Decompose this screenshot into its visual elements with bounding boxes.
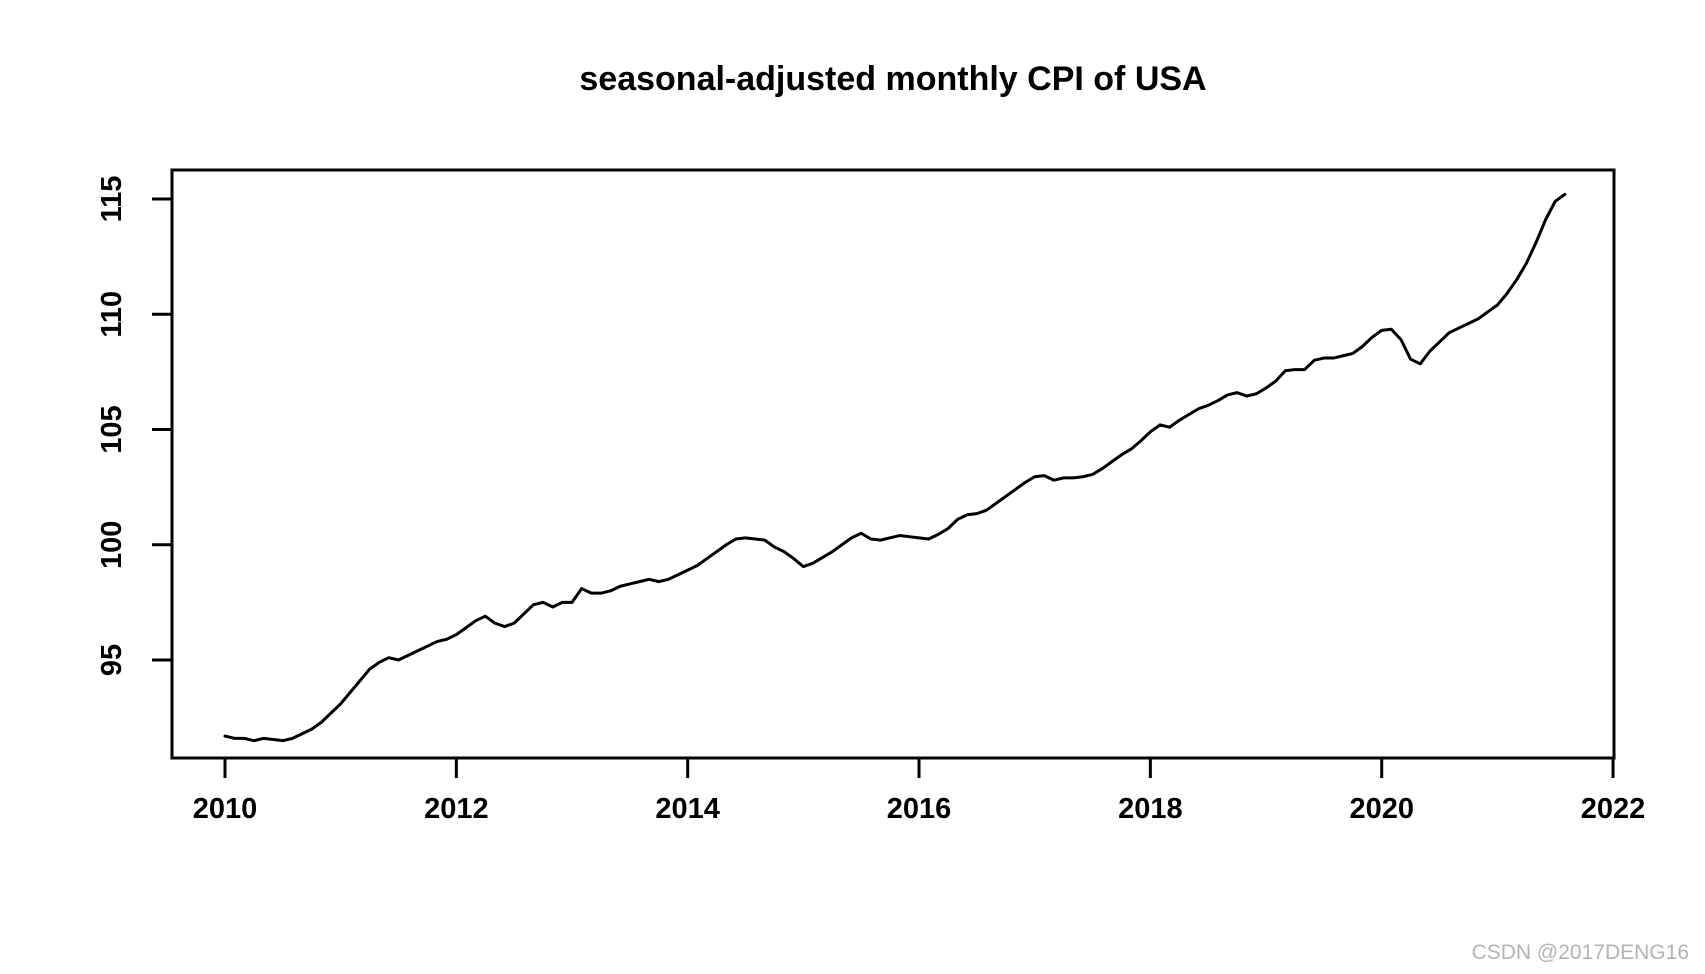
plot-frame bbox=[170, 168, 1616, 760]
y-axis-tick-label: 100 bbox=[96, 521, 128, 569]
x-axis-tick-label: 2014 bbox=[655, 793, 720, 825]
x-axis-tick-label: 2016 bbox=[887, 793, 952, 825]
y-axis-tick-label: 115 bbox=[96, 176, 128, 223]
x-axis-tick-label: 2020 bbox=[1349, 793, 1414, 825]
y-axis-tick-label: 110 bbox=[96, 291, 128, 338]
x-axis-tick-label: 2018 bbox=[1118, 793, 1183, 825]
watermark: CSDN @2017DENG16 bbox=[1471, 941, 1689, 964]
y-axis-tick-label: 105 bbox=[96, 405, 128, 453]
y-axis-tick-label: 95 bbox=[96, 644, 128, 676]
cpi-data-line bbox=[223, 192, 1567, 743]
x-axis-tick-label: 2022 bbox=[1581, 793, 1646, 825]
x-axis-tick-label: 2012 bbox=[424, 793, 489, 825]
x-axis-tick-label: 2010 bbox=[193, 793, 258, 825]
chart-title: seasonal-adjusted monthly CPI of USA bbox=[579, 60, 1207, 98]
